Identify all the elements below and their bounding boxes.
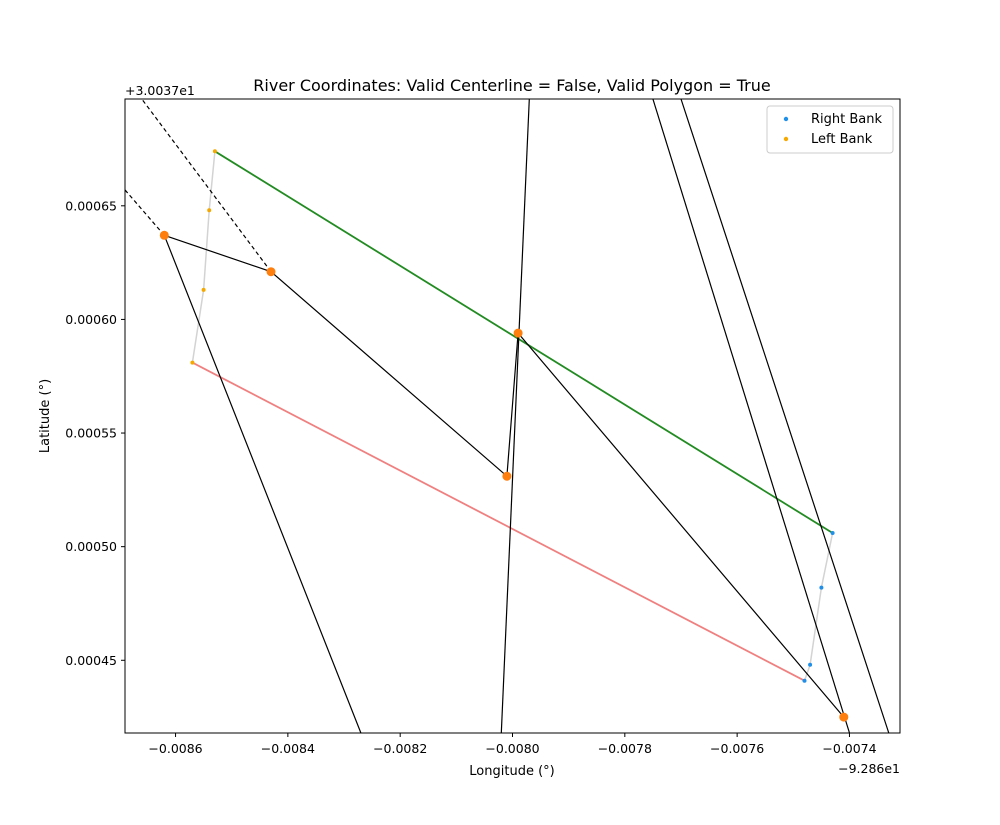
right-bank-point [830,531,835,535]
line-perpendicular-1 [163,235,362,733]
centerline-node-point [266,267,276,277]
left-bank-point [201,287,206,292]
line-bank-edge-right [803,532,834,681]
centerline-node-point [513,328,523,338]
y-tick-label: 0.00050 [65,539,117,554]
x-axis-ticks: −0.0086 −0.0084 −0.0082 −0.0080 −0.0078 −0.00… [148,733,877,756]
line-bank-edge-left [191,151,216,363]
line-perpendicular-4 [680,99,890,733]
centerline-node-point [159,230,169,240]
right-bank-point [819,585,824,590]
right-bank-point [808,662,813,667]
x-tick-label: −0.0076 [710,741,764,756]
line-perpendicular-2 [500,99,530,733]
x-tick-label: −0.0082 [373,741,427,756]
legend-marker-right-bank [783,116,789,122]
line-bottom-connector [191,361,805,682]
y-tick-label: 0.00065 [65,198,117,213]
x-tick-label: −0.0084 [261,741,315,756]
x-axis-label: Longitude (°) [469,764,554,779]
y-tick-label: 0.00055 [65,426,117,441]
chart-lines [125,99,890,733]
x-tick-label: −0.0078 [598,741,652,756]
left-bank-point [212,149,217,154]
legend-box [766,105,894,154]
left-bank-point [190,360,195,365]
y-offset-label: +3.0037e1 [125,83,195,98]
left-bank-point [207,208,212,213]
x-tick-label: −0.0080 [485,741,539,756]
plot-frame [124,98,901,734]
legend-marker-left-bank [783,136,789,142]
right-bank-point [802,678,807,683]
centerline-node-point [502,471,512,481]
centerline-node-point [839,712,849,722]
chart-points [159,149,849,722]
x-tick-label: −0.0086 [148,741,202,756]
y-axis-ticks: 0.00045 0.00050 0.00055 0.00060 0.00065 [65,198,125,668]
x-offset-label: −9.286e1 [838,761,900,776]
legend: Right Bank Left Bank [766,105,894,154]
line-top-connector [214,150,834,534]
x-tick-label: −0.0074 [822,741,876,756]
line-dashed-extension-b [125,189,165,236]
y-tick-label: 0.00060 [65,312,117,327]
line-dashed-extension-a [141,99,272,273]
y-axis-label: Latitude (°) [38,379,53,453]
y-tick-label: 0.00045 [65,653,117,668]
line-perpendicular-3 [652,99,851,733]
legend-label-right-bank: Right Bank [811,112,882,127]
legend-label-left-bank: Left Bank [811,132,873,147]
chart-title: River Coordinates: Valid Centerline = Fa… [253,76,770,95]
